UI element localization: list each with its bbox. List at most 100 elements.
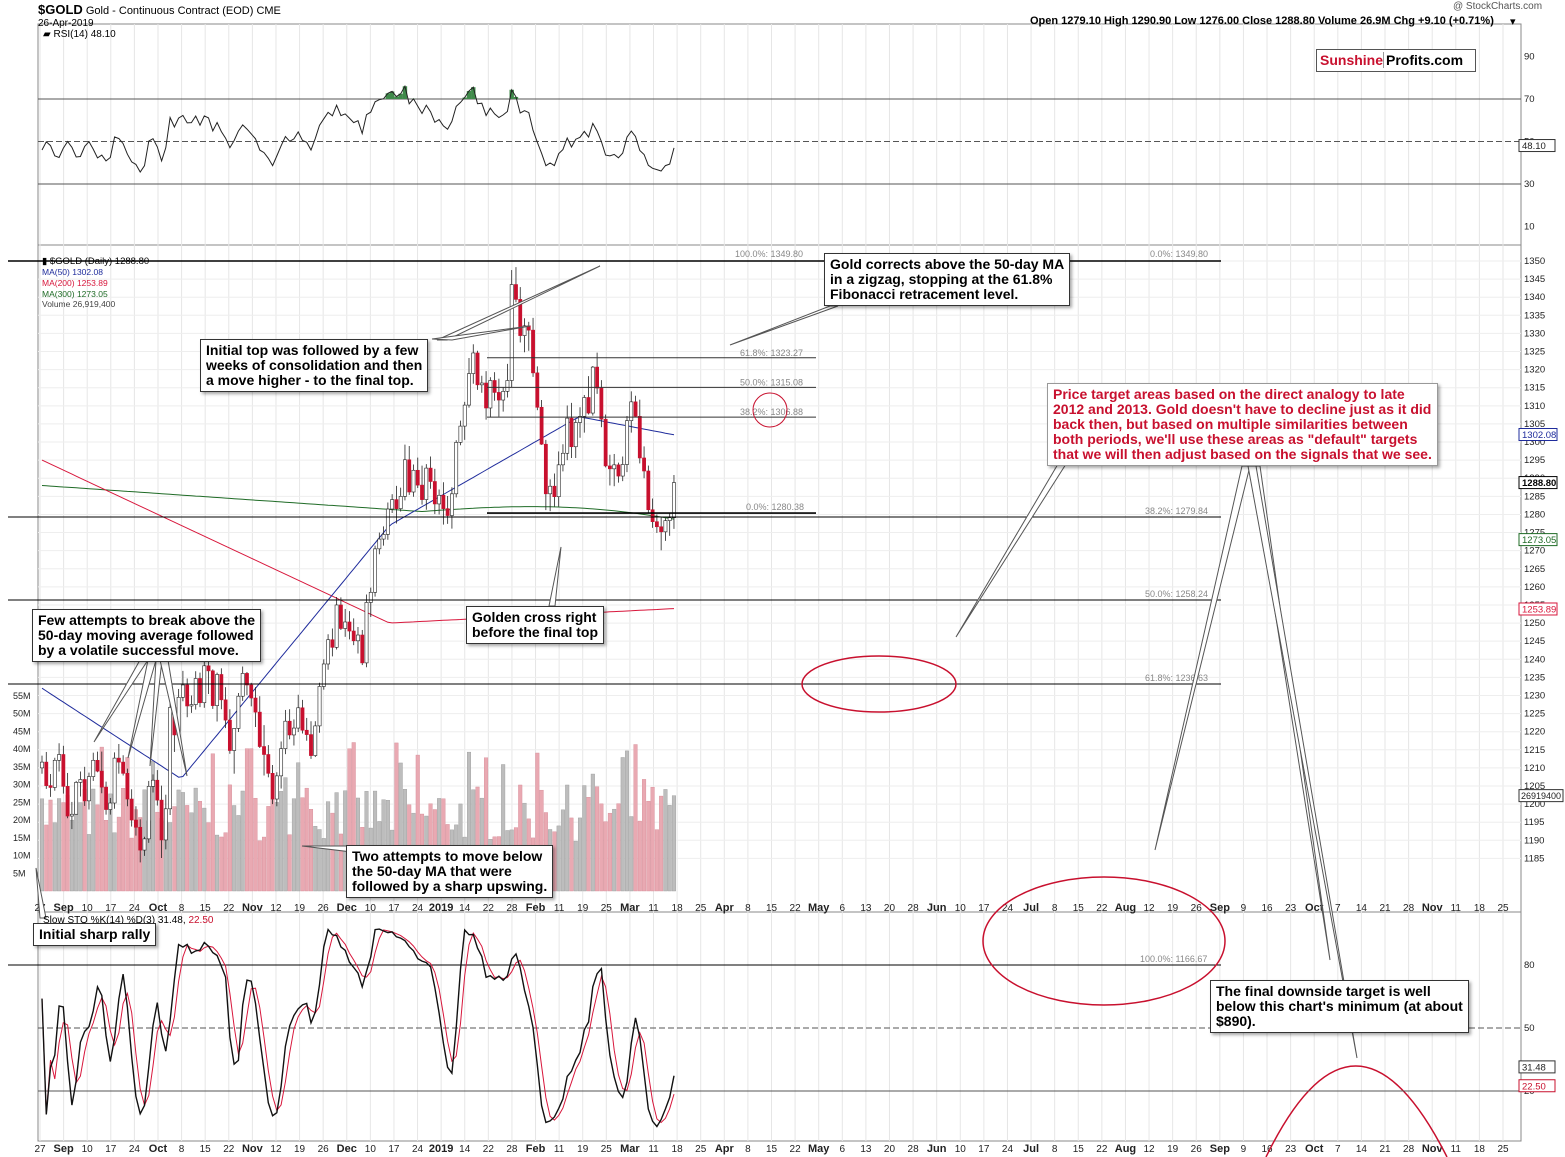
candle-body — [151, 779, 155, 787]
x-tick-label: Jun — [927, 902, 947, 914]
x-tick-label: 8 — [745, 1144, 751, 1155]
y-tick-label: 1200 — [1524, 799, 1545, 810]
y-tick-label: 1325 — [1524, 347, 1545, 358]
x-tick-label: 19 — [1167, 1144, 1179, 1155]
candle-body — [210, 670, 215, 706]
y-tick-label: 1335 — [1524, 310, 1545, 321]
x-tick-label: 9 — [1241, 903, 1247, 914]
volume-bar — [667, 805, 672, 892]
x-tick-label: 25 — [601, 1144, 613, 1155]
x-tick-label: Sep — [1210, 902, 1230, 914]
x-tick-label: 28 — [908, 1144, 920, 1155]
ohlc-summary: Open 1279.10 High 1290.90 Low 1276.00 Cl… — [1030, 15, 1494, 27]
candle-body — [454, 442, 459, 495]
volume-bar — [321, 838, 326, 892]
volume-bar — [95, 804, 100, 892]
candle-body — [189, 704, 194, 707]
candle-body — [356, 634, 360, 642]
rsi-overbought-fill — [389, 91, 395, 99]
x-tick-label: 12 — [270, 903, 282, 914]
volume-tick-label: 25M — [13, 797, 31, 807]
volume-bar — [104, 820, 109, 892]
sto-legend-text: Slow STO %K(14) %D(3) 31.48, — [43, 915, 186, 926]
y-tick-label: 1305 — [1524, 419, 1545, 430]
volume-bar — [612, 808, 617, 892]
x-tick-label: 18 — [1474, 1144, 1486, 1155]
x-tick-label: 25 — [695, 903, 707, 914]
candle-body — [633, 401, 638, 417]
sto-k-badge — [1518, 1060, 1556, 1074]
y-tick-label: 1220 — [1524, 727, 1545, 738]
price-legend: ▮ $GOLD (Daily) 1288.80 — [42, 256, 150, 267]
candle-body — [672, 482, 676, 519]
candle-body — [138, 826, 143, 851]
candle-body — [650, 509, 655, 522]
candle-body — [407, 459, 412, 493]
y-tick-label: 1330 — [1524, 328, 1545, 339]
chart-date: 26-Apr-2019 — [38, 18, 94, 29]
volume-bar — [599, 803, 604, 892]
fib-rise-label: 61.8%: 1323.27 — [740, 348, 803, 358]
sto-d-line — [41, 929, 675, 1124]
volume-bar — [151, 760, 156, 892]
x-tick-label: 11 — [648, 903, 659, 914]
x-tick-label: 18 — [672, 903, 684, 914]
x-tick-label: 24 — [1002, 903, 1014, 914]
volume-bar — [663, 789, 668, 892]
chevron-down-icon[interactable]: ▾ — [1510, 16, 1516, 28]
candle-body — [603, 418, 608, 467]
x-tick-label: 21 — [1379, 903, 1391, 914]
volume-bar — [296, 762, 301, 892]
candle-body — [385, 508, 390, 535]
x-tick-label: 11 — [554, 903, 565, 914]
volume-value-badge — [1518, 789, 1564, 803]
candle-body — [501, 391, 506, 401]
candle-body — [270, 773, 275, 800]
x-tick-label: 15 — [766, 1144, 778, 1155]
volume-bar — [74, 801, 79, 892]
candle-body — [253, 697, 258, 713]
volume-bar — [650, 786, 655, 892]
candle-body — [317, 686, 322, 727]
volume-bar — [249, 748, 254, 892]
x-tick-label: 19 — [577, 1144, 589, 1155]
x-tick-label: 24 — [129, 1144, 141, 1155]
candle-body — [274, 775, 279, 800]
candle-body — [334, 604, 339, 648]
x-tick-label: 15 — [766, 903, 778, 914]
x-tick-label: 19 — [577, 903, 589, 914]
candle-body — [565, 417, 570, 454]
annotation-two-attempts: Two attempts to move below the 50-day MA… — [346, 845, 554, 898]
x-tick-label: 28 — [908, 903, 920, 914]
rsi-line — [41, 84, 675, 173]
y-tick-label: 1315 — [1524, 383, 1545, 394]
volume-bar — [244, 748, 249, 892]
volume-tick-label: 10M — [13, 851, 31, 861]
candle-body — [57, 754, 61, 761]
candle-body — [441, 494, 446, 509]
x-tick-label: Nov — [242, 1143, 264, 1155]
candle-body — [69, 813, 74, 817]
candle-body — [65, 786, 70, 817]
fib-rise-label: 100.0%: 1349.80 — [735, 249, 803, 259]
ma50-legend: MA(50) 1302.08 — [42, 267, 103, 277]
y-tick-label: 1280 — [1524, 509, 1545, 520]
volume-bar — [116, 816, 121, 892]
candle-body — [437, 494, 442, 505]
candle-body — [642, 457, 646, 472]
target-ellipse-small — [801, 655, 957, 713]
candle-body — [313, 725, 318, 756]
candle-body — [428, 467, 433, 482]
annotation-price-target: Price target areas based on the direct a… — [1047, 383, 1438, 466]
x-tick-label: 17 — [978, 1144, 990, 1155]
y-tick-label: 1285 — [1524, 491, 1545, 502]
rsi-tick-label: 90 — [1524, 52, 1535, 63]
x-tick-label: 17 — [105, 1144, 117, 1155]
x-tick-label: 19 — [294, 903, 306, 914]
x-tick-label: 13 — [860, 903, 872, 914]
volume-bar — [671, 795, 676, 892]
x-tick-label: May — [808, 902, 830, 914]
volume-bar — [642, 779, 647, 892]
x-tick-label: 2019 — [429, 902, 453, 914]
volume-bar — [334, 792, 339, 892]
